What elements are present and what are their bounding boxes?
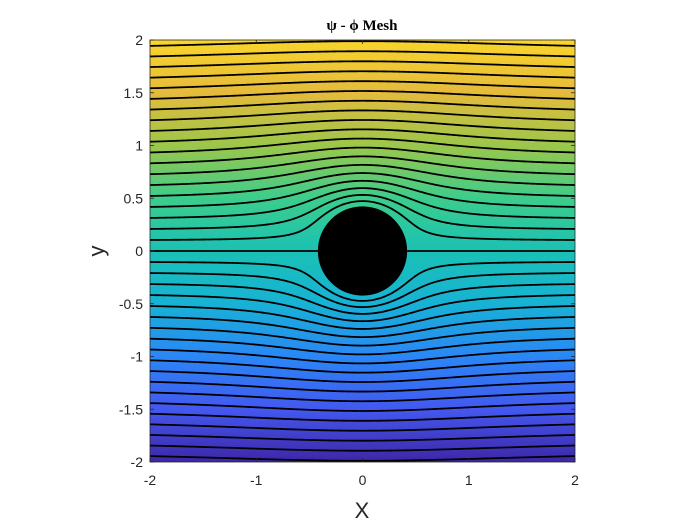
x-axis: -2 -1 0 1 2 — [144, 40, 579, 488]
x-tick-label: 1 — [465, 472, 473, 488]
x-tick-label: -2 — [144, 472, 157, 488]
streamline — [150, 179, 575, 208]
streamline — [150, 119, 575, 132]
streamline — [150, 412, 575, 422]
x-tick-label: 2 — [571, 472, 579, 488]
streamline — [150, 370, 575, 383]
streamline — [150, 294, 575, 323]
streamline — [150, 305, 575, 330]
streamline — [150, 316, 575, 339]
streamline — [150, 172, 575, 197]
streamline — [150, 128, 575, 143]
streamline — [150, 434, 575, 442]
streamline — [150, 467, 575, 471]
streamline — [150, 50, 575, 58]
streamline — [150, 402, 575, 412]
cylinder-obstacle — [317, 206, 408, 296]
streamline — [150, 137, 575, 154]
y-tick-label: 0 — [135, 243, 143, 259]
streamline — [150, 380, 575, 393]
streamline — [150, 99, 575, 111]
streamline — [150, 348, 575, 365]
chart-title: ψ - ϕ Mesh — [327, 18, 399, 34]
y-tick-label: 2 — [135, 32, 143, 48]
streamline — [150, 155, 575, 176]
streamline — [150, 423, 575, 432]
streamline — [150, 359, 575, 374]
streamline — [150, 261, 575, 302]
y-tick-label: -1.5 — [119, 401, 143, 417]
streamline — [150, 326, 575, 347]
y-axis: -2 -1.5 -1 -0.5 0 0.5 1 1.5 2 — [119, 32, 575, 470]
streamline — [150, 391, 575, 403]
streamline — [150, 163, 575, 186]
streamline — [150, 90, 575, 100]
y-tick-label: -0.5 — [119, 296, 143, 312]
y-tick-label: -2 — [131, 454, 144, 470]
streamline — [150, 146, 575, 165]
streamline — [150, 337, 575, 356]
x-axis-label: X — [355, 498, 370, 523]
contour-lines — [150, 40, 575, 471]
streamline — [150, 187, 575, 219]
y-tick-label: 1.5 — [124, 85, 144, 101]
streamline — [150, 444, 575, 452]
streamline — [150, 60, 575, 68]
y-axis-label: y — [84, 246, 109, 257]
streamline — [150, 200, 575, 241]
x-tick-label: 0 — [359, 472, 367, 488]
y-tick-label: 1 — [135, 138, 143, 154]
x-tick-label: -1 — [250, 472, 263, 488]
streamline — [150, 272, 575, 309]
y-tick-label: 0.5 — [124, 190, 144, 206]
streamline — [150, 283, 575, 315]
streamline — [150, 193, 575, 230]
streamline — [150, 109, 575, 122]
streamline — [150, 70, 575, 79]
y-tick-label: -1 — [131, 349, 144, 365]
streamline — [150, 80, 575, 90]
